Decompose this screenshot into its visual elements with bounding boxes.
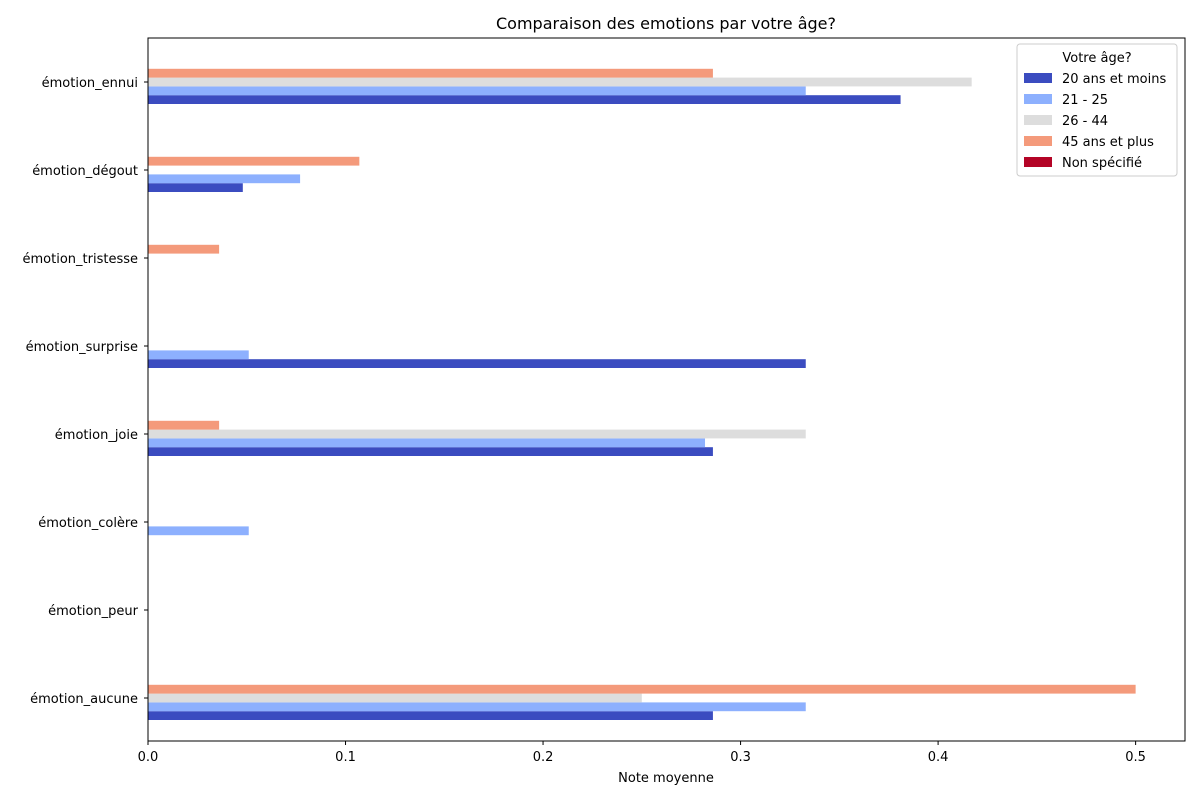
x-axis: 0.0 0.1 0.2 0.3 0.4 0.5 <box>138 741 1146 765</box>
legend-swatch <box>1024 94 1052 104</box>
x-tick-label: 0.1 <box>335 750 356 765</box>
legend-label: 26 - 44 <box>1062 114 1108 129</box>
bar-5-series-4 <box>148 420 220 430</box>
bar-3-series-4 <box>148 244 220 254</box>
legend-swatch <box>1024 73 1052 83</box>
y-axis: émotion_ennui émotion_dégout émotion_trist… <box>23 76 148 707</box>
bar-2-series-4 <box>148 156 360 166</box>
bar-6-series-2 <box>148 526 249 536</box>
bar-1-series-1 <box>148 95 901 104</box>
bar-8-series-4 <box>148 684 1136 694</box>
legend-swatch <box>1024 115 1052 125</box>
y-tick-label: émotion_tristesse <box>23 252 138 267</box>
bar-5-series-3 <box>148 429 806 439</box>
y-tick-label: émotion_surprise <box>26 340 138 355</box>
bar-2-series-2 <box>148 174 301 184</box>
y-tick-label: émotion_peur <box>48 604 139 619</box>
bar-8-series-3 <box>148 693 642 703</box>
y-tick-label: émotion_joie <box>55 428 138 443</box>
y-tick-label: émotion_dégout <box>32 164 138 179</box>
legend-label: Non spécifié <box>1062 156 1142 171</box>
plot-frame <box>147 37 1186 742</box>
legend-label: 20 ans et moins <box>1062 72 1166 87</box>
bar-8-series-1 <box>148 711 713 720</box>
y-tick-label: émotion_ennui <box>42 76 138 91</box>
legend-swatch <box>1024 136 1052 146</box>
x-tick-label: 0.2 <box>533 750 554 765</box>
bar-1-series-3 <box>148 77 972 87</box>
x-tick-label: 0.0 <box>138 750 159 765</box>
chart-title: Comparaison des emotions par votre âge? <box>496 14 836 33</box>
x-tick-label: 0.4 <box>928 750 949 765</box>
legend-label: 45 ans et plus <box>1062 135 1154 150</box>
bar-8-series-2 <box>148 702 806 712</box>
bar-5-series-2 <box>148 438 706 448</box>
legend-swatch <box>1024 157 1052 167</box>
legend-box <box>1016 43 1178 177</box>
legend-title: Votre âge? <box>1062 51 1131 66</box>
bars-layer <box>148 68 1136 720</box>
legend-items: 20 ans et moins 21 - 25 26 - 44 45 ans et p… <box>1024 72 1166 171</box>
y-tick-label: émotion_aucune <box>30 692 138 707</box>
legend-label: 21 - 25 <box>1062 93 1108 108</box>
bar-4-series-1 <box>148 359 806 368</box>
x-tick-label: 0.3 <box>730 750 751 765</box>
bar-2-series-1 <box>148 183 243 192</box>
x-tick-label: 0.5 <box>1125 750 1146 765</box>
x-axis-title: Note moyenne <box>618 771 714 786</box>
bar-5-series-1 <box>148 447 713 456</box>
bar-4-series-2 <box>148 350 249 360</box>
bar-1-series-4 <box>148 68 713 78</box>
legend: Votre âge? 20 ans et moins 21 - 25 26 - 44… <box>1016 43 1178 177</box>
bar-1-series-2 <box>148 86 806 96</box>
y-tick-label: émotion_colère <box>38 516 138 531</box>
